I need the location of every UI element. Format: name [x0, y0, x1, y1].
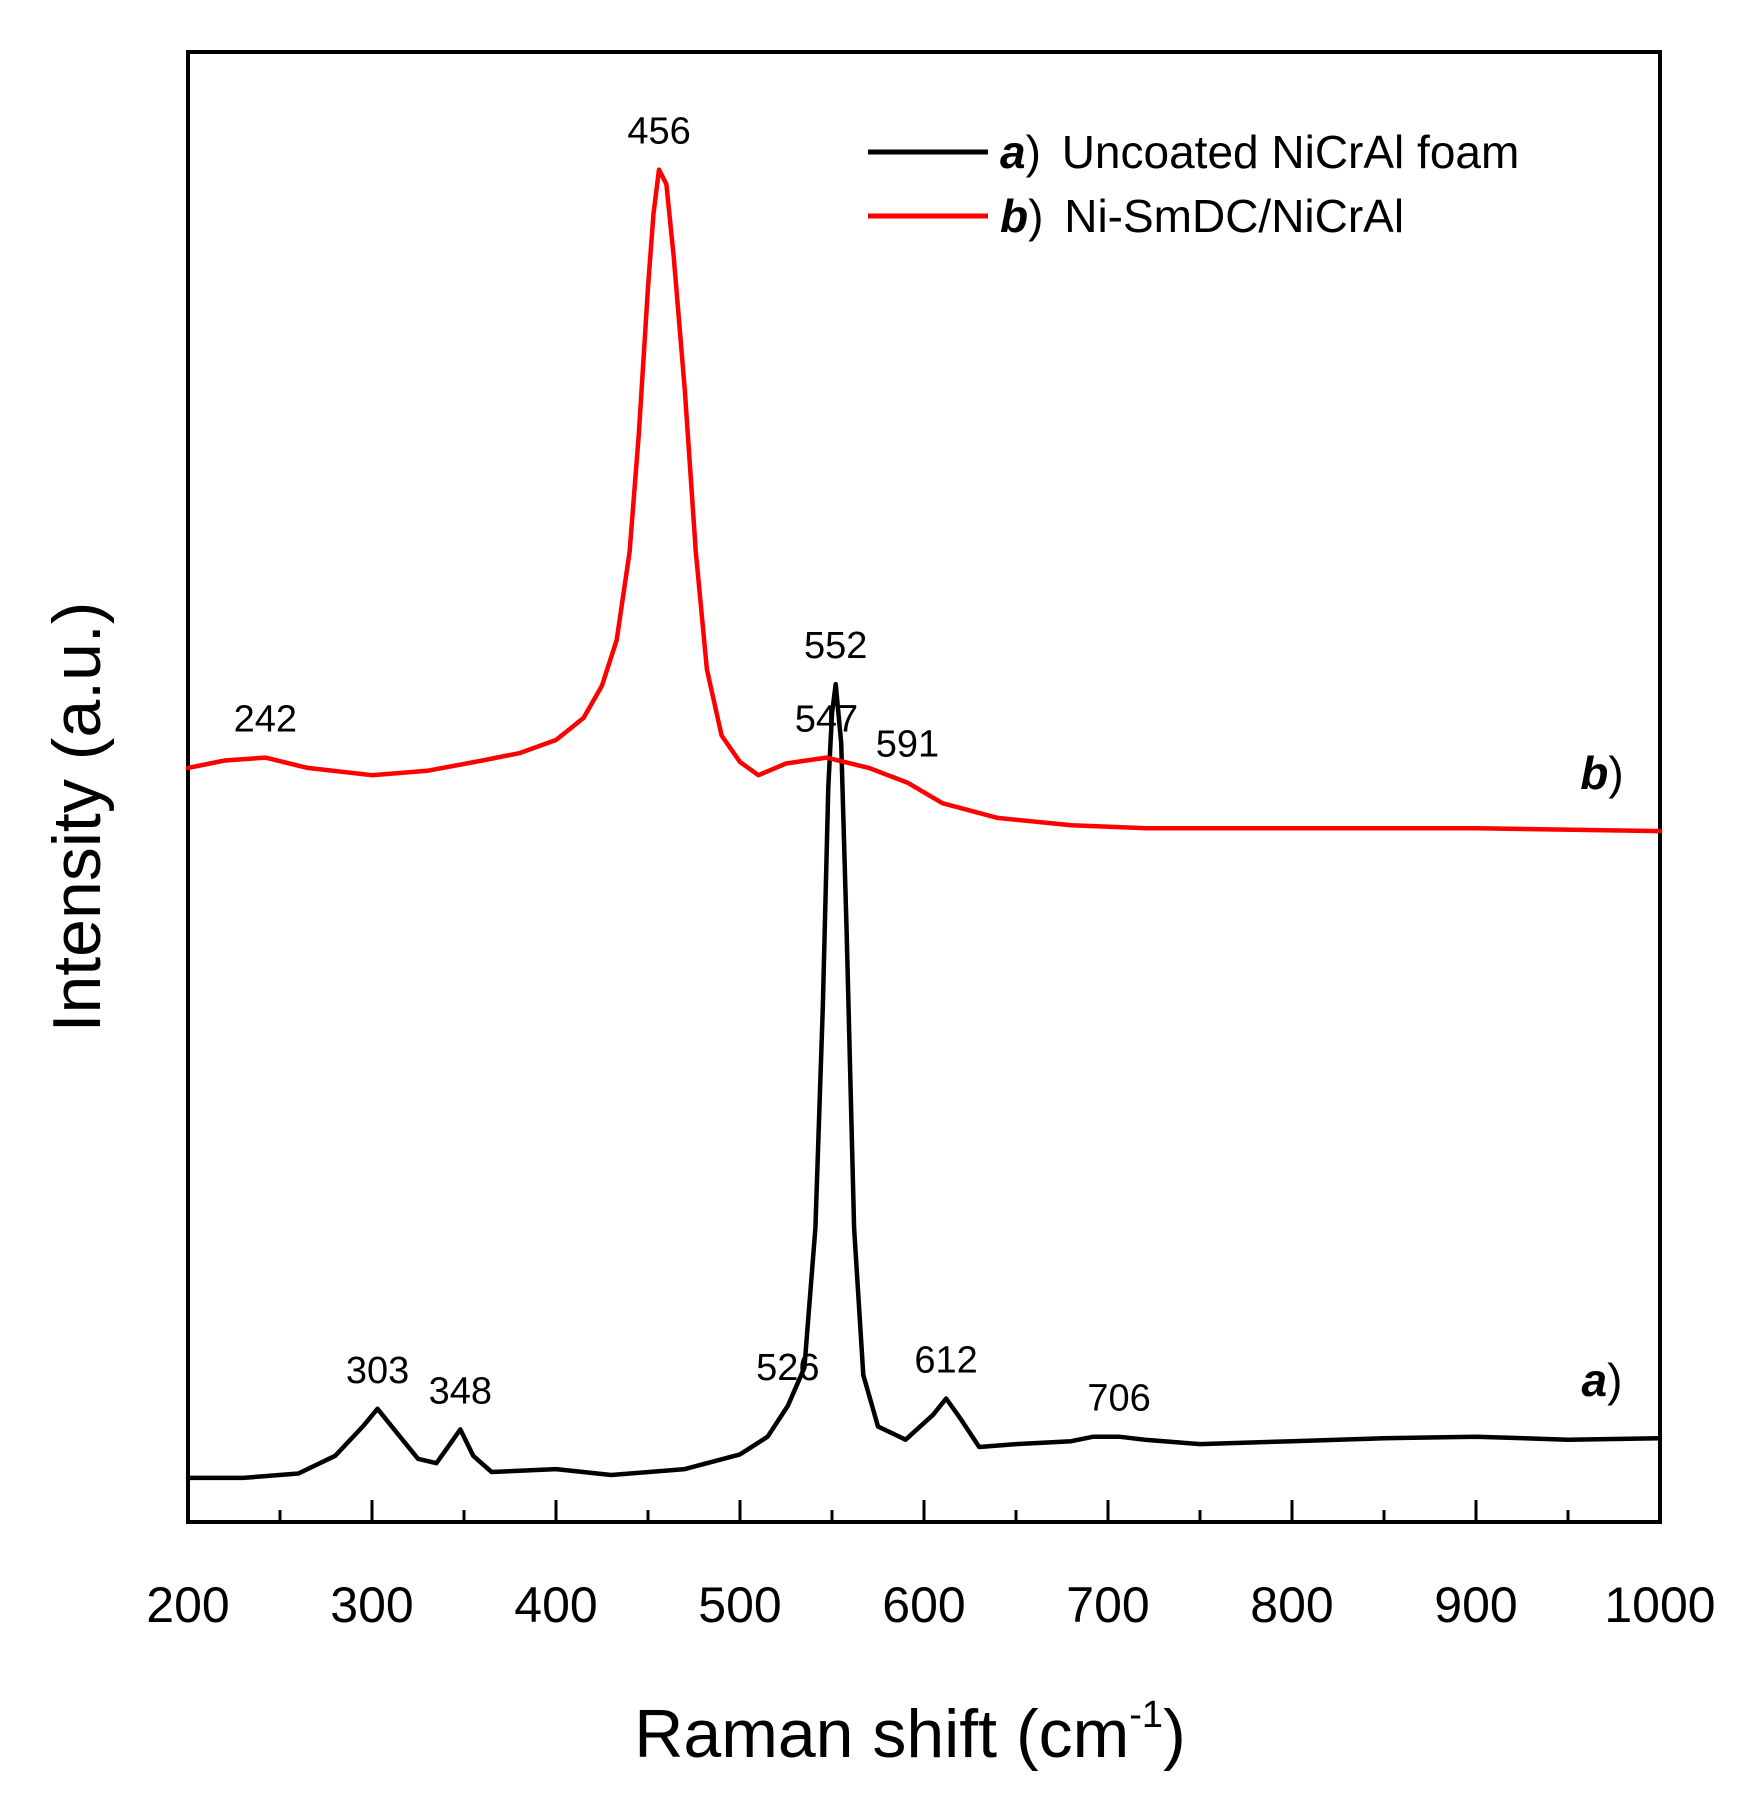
- peak-label-b-456: 456: [627, 111, 690, 153]
- legend: a) Uncoated NiCrAl foam b) Ni-SmDC/NiCrAl: [868, 126, 1519, 242]
- peak-label-a-612: 612: [914, 1340, 977, 1382]
- x-tick-label: 400: [514, 1577, 597, 1633]
- x-tick-label: 800: [1250, 1577, 1333, 1633]
- legend-label: Uncoated NiCrAl foam: [1062, 126, 1520, 178]
- peak-label-a-348: 348: [429, 1370, 492, 1412]
- x-tick-label: 700: [1066, 1577, 1149, 1633]
- peak-label-b-547: 547: [795, 699, 858, 741]
- plot-frame: [186, 50, 1662, 1524]
- peak-label-a-303: 303: [346, 1350, 409, 1392]
- series-line-a: [185, 681, 1663, 1481]
- x-axis-title-end: ): [1163, 1696, 1186, 1772]
- series-tag-a: a): [1582, 1354, 1623, 1406]
- series-tag-letter: b: [1580, 747, 1608, 799]
- x-tick-label: 200: [146, 1577, 229, 1633]
- series-tag-b: b): [1580, 747, 1623, 799]
- peak-label-b-591: 591: [876, 724, 939, 766]
- series-layer: [185, 167, 1663, 1481]
- legend-paren: ): [1028, 190, 1056, 242]
- legend-entry-a: a) Uncoated NiCrAl foam: [1000, 126, 1519, 178]
- legend-paren: ): [1026, 126, 1054, 178]
- x-tick-label: 900: [1434, 1577, 1517, 1633]
- x-axis-ticks: 200 300 400 500 600 700 800 900 1000: [146, 1500, 1716, 1633]
- x-tick-label: 600: [882, 1577, 965, 1633]
- x-axis-title: Raman shift (cm-1): [634, 1694, 1185, 1772]
- peak-label-a-552: 552: [804, 625, 867, 667]
- x-axis-title-main: Raman shift (cm: [634, 1696, 1129, 1772]
- y-axis-title: Intensity (a.u.): [39, 602, 115, 1033]
- peak-label-a-706: 706: [1087, 1378, 1150, 1420]
- series-line-b: [185, 167, 1663, 834]
- legend-tag: b: [1000, 190, 1028, 242]
- series-tag-letter: a: [1582, 1354, 1608, 1406]
- peak-labels: 303 348 526 552 612 706 a) 242 456 547 591 b): [234, 111, 1624, 1420]
- series-tag-paren: ): [1608, 747, 1623, 799]
- peak-label-b-242: 242: [234, 699, 297, 741]
- x-tick-label: 1000: [1604, 1577, 1715, 1633]
- peak-label-a-526: 526: [756, 1347, 819, 1389]
- series-tag-paren: ): [1607, 1354, 1622, 1406]
- x-axis-title-sup: -1: [1129, 1694, 1163, 1736]
- x-tick-label: 500: [698, 1577, 781, 1633]
- x-tick-label: 300: [330, 1577, 413, 1633]
- legend-entry-b: b) Ni-SmDC/NiCrAl: [1000, 190, 1404, 242]
- legend-tag: a: [1000, 126, 1026, 178]
- legend-label: Ni-SmDC/NiCrAl: [1064, 190, 1404, 242]
